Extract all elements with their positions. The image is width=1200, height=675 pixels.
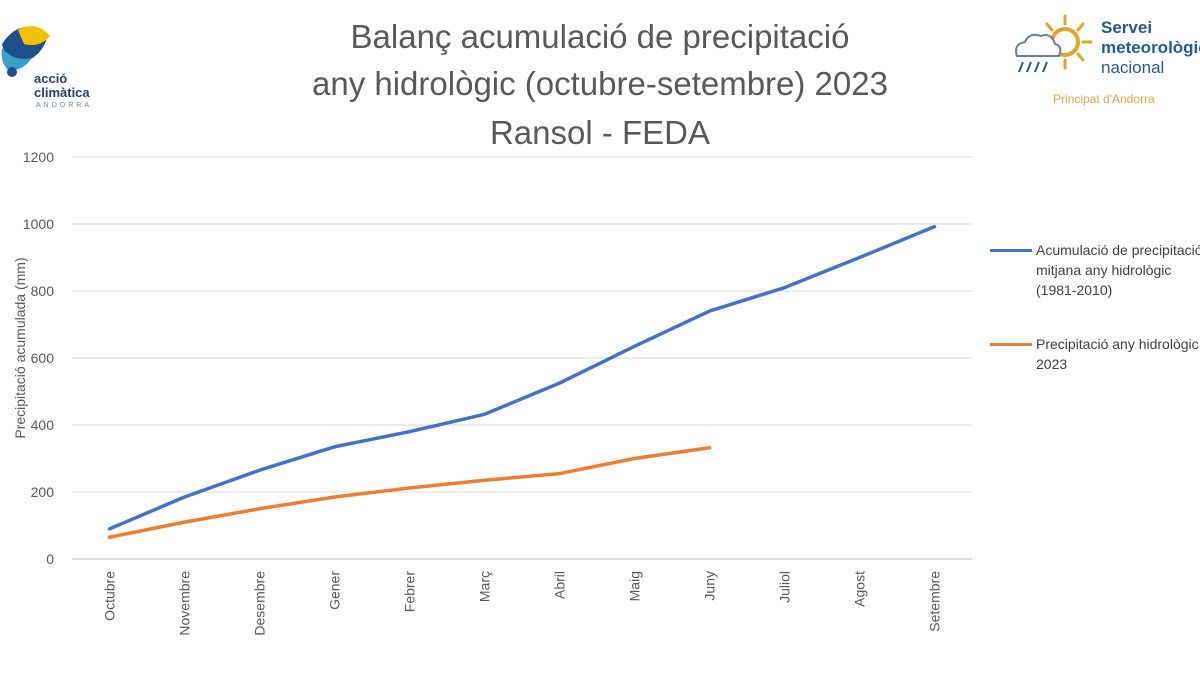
accio-climatica-logo-line2: climàtica	[34, 85, 90, 100]
x-tick-label: Agost	[852, 571, 868, 607]
x-tick-label: Novembre	[177, 571, 193, 636]
x-tick-label: Gener	[327, 571, 343, 610]
legend-label-2023: Precipitació any hidrològic 2023	[1036, 336, 1199, 372]
series-line-average	[107, 224, 937, 531]
y-tick-label: 1000	[23, 216, 54, 232]
y-tick-label: 800	[31, 283, 55, 299]
x-tick-label: Desembre	[252, 571, 268, 636]
y-tick-label: 600	[31, 350, 55, 366]
chart-title-line-3: Ransol - FEDA	[489, 114, 711, 151]
servei-meteorologic-logo-line4: Principat d'Andorra	[1053, 92, 1155, 106]
y-tick-label: 400	[31, 417, 55, 433]
accio-climatica-logo-mark	[1, 26, 50, 77]
chart-title-line-2: any hidrològic (octubre-setembre) 2023	[312, 65, 888, 102]
x-tick-label: Setembre	[927, 571, 943, 632]
x-tick-labels: Octubre Novembre Desembre Gener Febrer Març Ab…	[102, 571, 943, 636]
x-tick-label: Febrer	[402, 571, 418, 613]
y-tick-labels: 0 200 400 600 800 1000 1200	[23, 149, 54, 567]
y-tick-label: 1200	[23, 149, 54, 165]
legend-swatch-average	[990, 249, 1032, 252]
grid-lines	[72, 156, 972, 560]
legend-label-average: Acumulació de precipitació mitjana any h…	[1036, 242, 1200, 298]
servei-meteorologic-logo: Servei meteorològic nacional Principat d…	[1005, 12, 1200, 112]
sun-cloud-rain-icon	[1015, 14, 1093, 73]
servei-meteorologic-logo-line1: Servei	[1101, 18, 1153, 37]
accio-climatica-logo-line1: acció	[34, 71, 68, 86]
servei-meteorologic-logo-line3: nacional	[1101, 58, 1165, 77]
accio-climatica-logo: acció climàtica ANDORRA	[0, 14, 130, 109]
accio-climatica-logo-line3: ANDORRA	[36, 102, 93, 109]
y-tick-label: 0	[46, 551, 54, 567]
y-tick-label: 200	[31, 484, 55, 500]
chart-title-line-1: Balanç acumulació de precipitació	[350, 18, 850, 55]
x-tick-label: Juny	[702, 571, 718, 601]
x-tick-label: Abril	[552, 571, 568, 599]
x-tick-label: Maig	[627, 571, 643, 601]
series-lines	[107, 224, 937, 539]
x-tick-label: Juliol	[777, 571, 793, 603]
x-tick-label: Març	[477, 571, 493, 602]
legend-swatch-2023	[990, 343, 1032, 346]
servei-meteorologic-logo-line2: meteorològic	[1101, 38, 1200, 57]
series-line-2023	[107, 446, 712, 539]
x-tick-label: Octubre	[102, 571, 118, 621]
